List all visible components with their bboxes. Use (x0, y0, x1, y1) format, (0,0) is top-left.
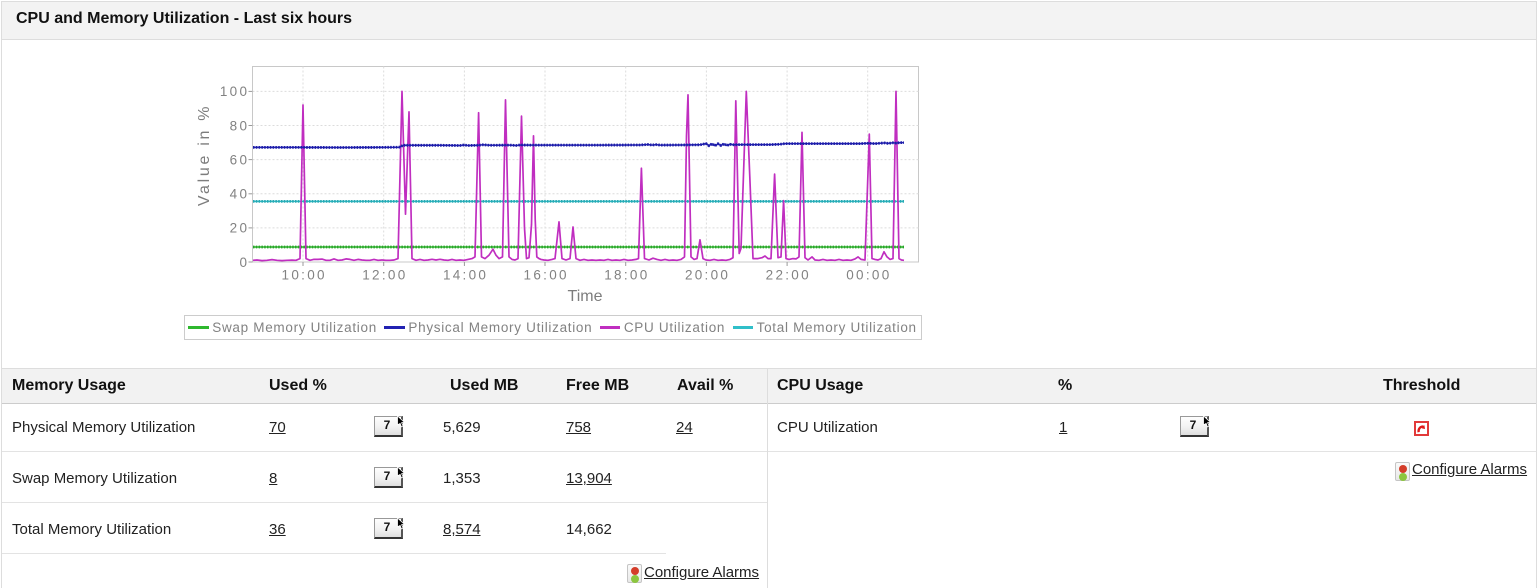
svg-text:16:00: 16:00 (524, 268, 569, 283)
svg-text:20:00: 20:00 (685, 268, 730, 283)
svg-text:12:00: 12:00 (362, 268, 407, 283)
svg-text:18:00: 18:00 (604, 268, 649, 283)
svg-text:40: 40 (230, 187, 250, 202)
svg-text:00:00: 00:00 (846, 268, 891, 283)
svg-text:100: 100 (220, 84, 249, 99)
svg-text:10:00: 10:00 (282, 268, 327, 283)
svg-text:20: 20 (230, 221, 250, 236)
svg-text:60: 60 (230, 152, 250, 167)
svg-text:80: 80 (230, 118, 250, 133)
svg-text:0: 0 (239, 255, 249, 270)
svg-text:14:00: 14:00 (443, 268, 488, 283)
svg-text:Time: Time (568, 288, 603, 305)
svg-text:22:00: 22:00 (766, 268, 811, 283)
svg-text:Value in %: Value in % (196, 104, 213, 206)
